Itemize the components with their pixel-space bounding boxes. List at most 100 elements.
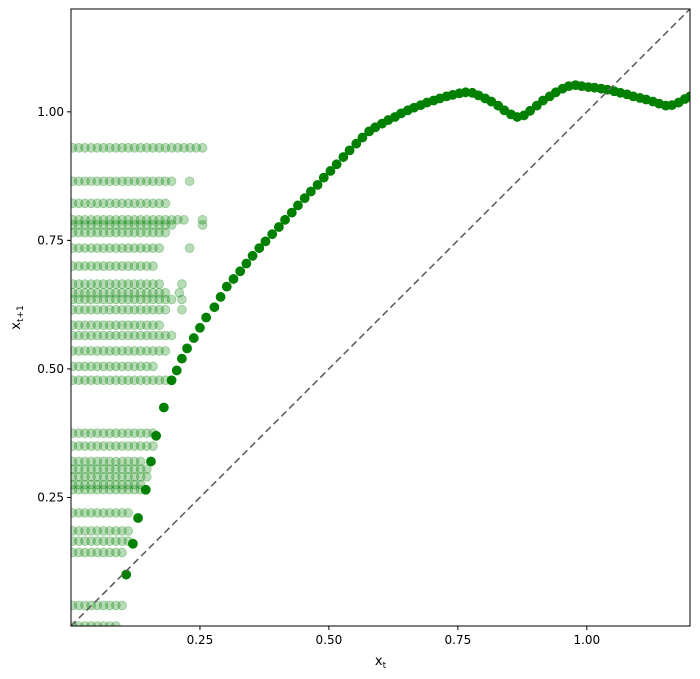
faded-point <box>80 143 90 153</box>
faded-point <box>71 441 78 451</box>
faded-point <box>98 547 109 558</box>
faded-point <box>86 375 96 386</box>
curve-point <box>151 430 162 441</box>
faded-point <box>86 279 96 289</box>
faded-point <box>71 346 78 356</box>
faded-point <box>177 279 187 289</box>
faded-point <box>154 176 165 187</box>
faded-point <box>123 346 134 356</box>
faded-point <box>160 143 171 153</box>
faded-point <box>142 227 152 238</box>
curve-point <box>286 207 297 218</box>
faded-point <box>148 279 158 289</box>
faded-point <box>117 600 127 611</box>
faded-point <box>148 215 158 225</box>
faded-point <box>71 472 78 482</box>
faded-point <box>117 428 127 438</box>
faded-point <box>111 346 121 356</box>
faded-point <box>129 220 140 230</box>
faded-point <box>148 261 158 271</box>
faded-point <box>160 220 171 230</box>
faded-point <box>142 441 152 451</box>
faded-point <box>117 361 127 372</box>
faded-point <box>92 220 103 230</box>
faded-point <box>92 198 103 209</box>
faded-point <box>129 484 140 495</box>
faded-point <box>111 279 121 289</box>
faded-point <box>148 243 158 253</box>
faded-point <box>111 479 121 490</box>
faded-point <box>148 227 158 238</box>
faded-point <box>86 288 96 298</box>
faded-point <box>148 143 158 153</box>
faded-point <box>104 508 115 518</box>
faded-point <box>71 279 78 289</box>
y-axis-label-subscript: t+1 <box>16 305 26 322</box>
faded-point <box>92 375 103 386</box>
faded-point <box>160 346 171 356</box>
x-tick-label: 0.25 <box>187 633 214 647</box>
curve-point <box>176 353 187 364</box>
faded-point <box>135 227 146 238</box>
faded-point <box>172 215 183 225</box>
faded-point <box>154 375 165 386</box>
faded-point <box>123 288 134 298</box>
faded-point <box>80 304 90 315</box>
faded-point <box>117 304 127 315</box>
faded-point <box>80 441 90 451</box>
faded-point <box>123 456 134 467</box>
faded-point <box>117 472 127 482</box>
faded-point <box>80 361 90 372</box>
faded-point <box>154 346 165 356</box>
curve-point <box>351 138 362 149</box>
faded-point <box>135 428 146 438</box>
faded-point <box>86 346 96 356</box>
faded-point <box>148 346 158 356</box>
faded-point <box>111 320 121 331</box>
faded-point <box>117 294 127 305</box>
faded-point <box>73 508 84 518</box>
faded-point <box>135 215 146 225</box>
faded-point <box>73 428 84 438</box>
faded-point <box>135 304 146 315</box>
faded-point <box>73 330 84 341</box>
faded-point <box>191 143 202 153</box>
faded-point <box>73 346 84 356</box>
faded-point <box>80 220 90 230</box>
faded-point <box>92 304 103 315</box>
curve-point <box>241 258 252 269</box>
faded-point <box>71 479 78 490</box>
faded-point <box>92 547 103 558</box>
faded-point <box>123 294 134 305</box>
faded-point <box>104 441 115 451</box>
faded-point <box>117 526 127 536</box>
identity-line <box>71 9 690 626</box>
curve-point <box>247 250 258 261</box>
faded-point <box>117 547 127 558</box>
x-axis-label-subscript: t <box>383 661 387 671</box>
x-tick-label: 0.50 <box>316 633 343 647</box>
faded-point <box>123 227 134 238</box>
faded-point <box>86 441 96 451</box>
faded-point <box>135 472 146 482</box>
faded-point <box>71 508 78 518</box>
faded-point <box>197 215 208 225</box>
curve-point <box>140 484 151 495</box>
faded-point <box>92 176 103 187</box>
faded-point <box>154 215 165 225</box>
faded-point <box>142 220 152 230</box>
faded-point <box>148 330 158 341</box>
faded-point <box>111 456 121 467</box>
faded-point <box>92 294 103 305</box>
faded-point <box>111 464 121 474</box>
x-axis-ticks: 0.25 0.50 0.75 1.00 <box>187 626 600 647</box>
faded-point <box>80 288 90 298</box>
faded-point <box>117 176 127 187</box>
faded-point <box>73 227 84 238</box>
x-axis-label-main: x <box>375 654 383 669</box>
faded-point <box>98 304 109 315</box>
faded-point <box>160 304 171 315</box>
faded-point <box>92 215 103 225</box>
faded-point <box>80 294 90 305</box>
faded-point <box>111 472 121 482</box>
